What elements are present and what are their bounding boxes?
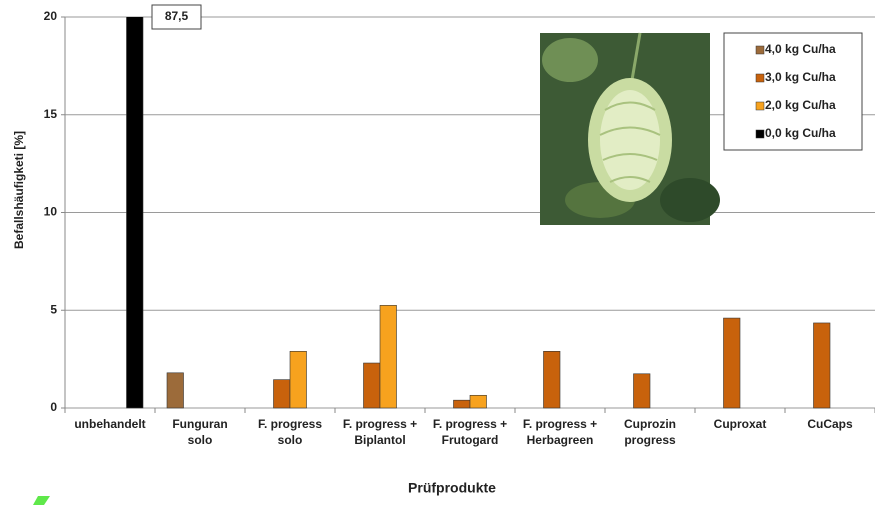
x-tick-label: Herbagreen bbox=[527, 433, 594, 447]
legend-label: 3,0 kg Cu/ha bbox=[765, 70, 836, 84]
value-label-box bbox=[151, 4, 202, 30]
y-axis-title: Befallshäufigketi [%] bbox=[12, 131, 26, 249]
bar bbox=[273, 379, 291, 409]
y-tick-label: 0 bbox=[50, 400, 57, 414]
decoration bbox=[33, 496, 50, 505]
legend-swatch bbox=[755, 129, 765, 139]
bar bbox=[633, 373, 651, 409]
y-tick-label: 5 bbox=[50, 302, 57, 316]
x-tick-label: unbehandelt bbox=[74, 417, 145, 431]
y-tick-label: 10 bbox=[44, 205, 58, 219]
x-tick-label: Cuprozin bbox=[624, 417, 676, 431]
legend-swatch bbox=[755, 101, 765, 111]
bar bbox=[166, 372, 184, 409]
x-tick-label: Cuproxat bbox=[714, 417, 767, 431]
bar bbox=[543, 351, 561, 409]
bar bbox=[469, 394, 487, 409]
x-tick-label: solo bbox=[188, 433, 213, 447]
x-tick-label: solo bbox=[278, 433, 303, 447]
legend-swatch bbox=[755, 73, 765, 83]
legend-label: 4,0 kg Cu/ha bbox=[765, 42, 836, 56]
bar bbox=[289, 351, 307, 409]
bars bbox=[126, 17, 831, 409]
photo bbox=[540, 32, 720, 225]
bar bbox=[126, 17, 144, 409]
legend-swatch bbox=[755, 45, 765, 55]
bar bbox=[813, 322, 831, 409]
bar bbox=[453, 399, 471, 409]
bar bbox=[379, 305, 397, 409]
x-tick-label: Funguran bbox=[172, 417, 227, 431]
legend-label: 0,0 kg Cu/ha bbox=[765, 126, 836, 140]
x-tick-label: F. progress + bbox=[433, 417, 507, 431]
y-tick-label: 20 bbox=[44, 9, 58, 23]
x-tick-label: progress bbox=[624, 433, 676, 447]
x-tick-label: F. progress + bbox=[343, 417, 417, 431]
legend-box bbox=[723, 32, 863, 151]
bar bbox=[363, 362, 381, 409]
x-tick-label: Biplantol bbox=[354, 433, 405, 447]
value-label: 87,5 bbox=[165, 9, 189, 23]
x-tick-label: F. progress + bbox=[523, 417, 597, 431]
y-tick-label: 15 bbox=[44, 107, 58, 121]
x-tick-label: F. progress bbox=[258, 417, 322, 431]
x-tick-label: Frutogard bbox=[442, 433, 499, 447]
x-axis-title: Prüfprodukte bbox=[408, 480, 496, 496]
bar bbox=[723, 317, 741, 409]
legend-label: 2,0 kg Cu/ha bbox=[765, 98, 836, 112]
x-tick-label: CuCaps bbox=[807, 417, 853, 431]
